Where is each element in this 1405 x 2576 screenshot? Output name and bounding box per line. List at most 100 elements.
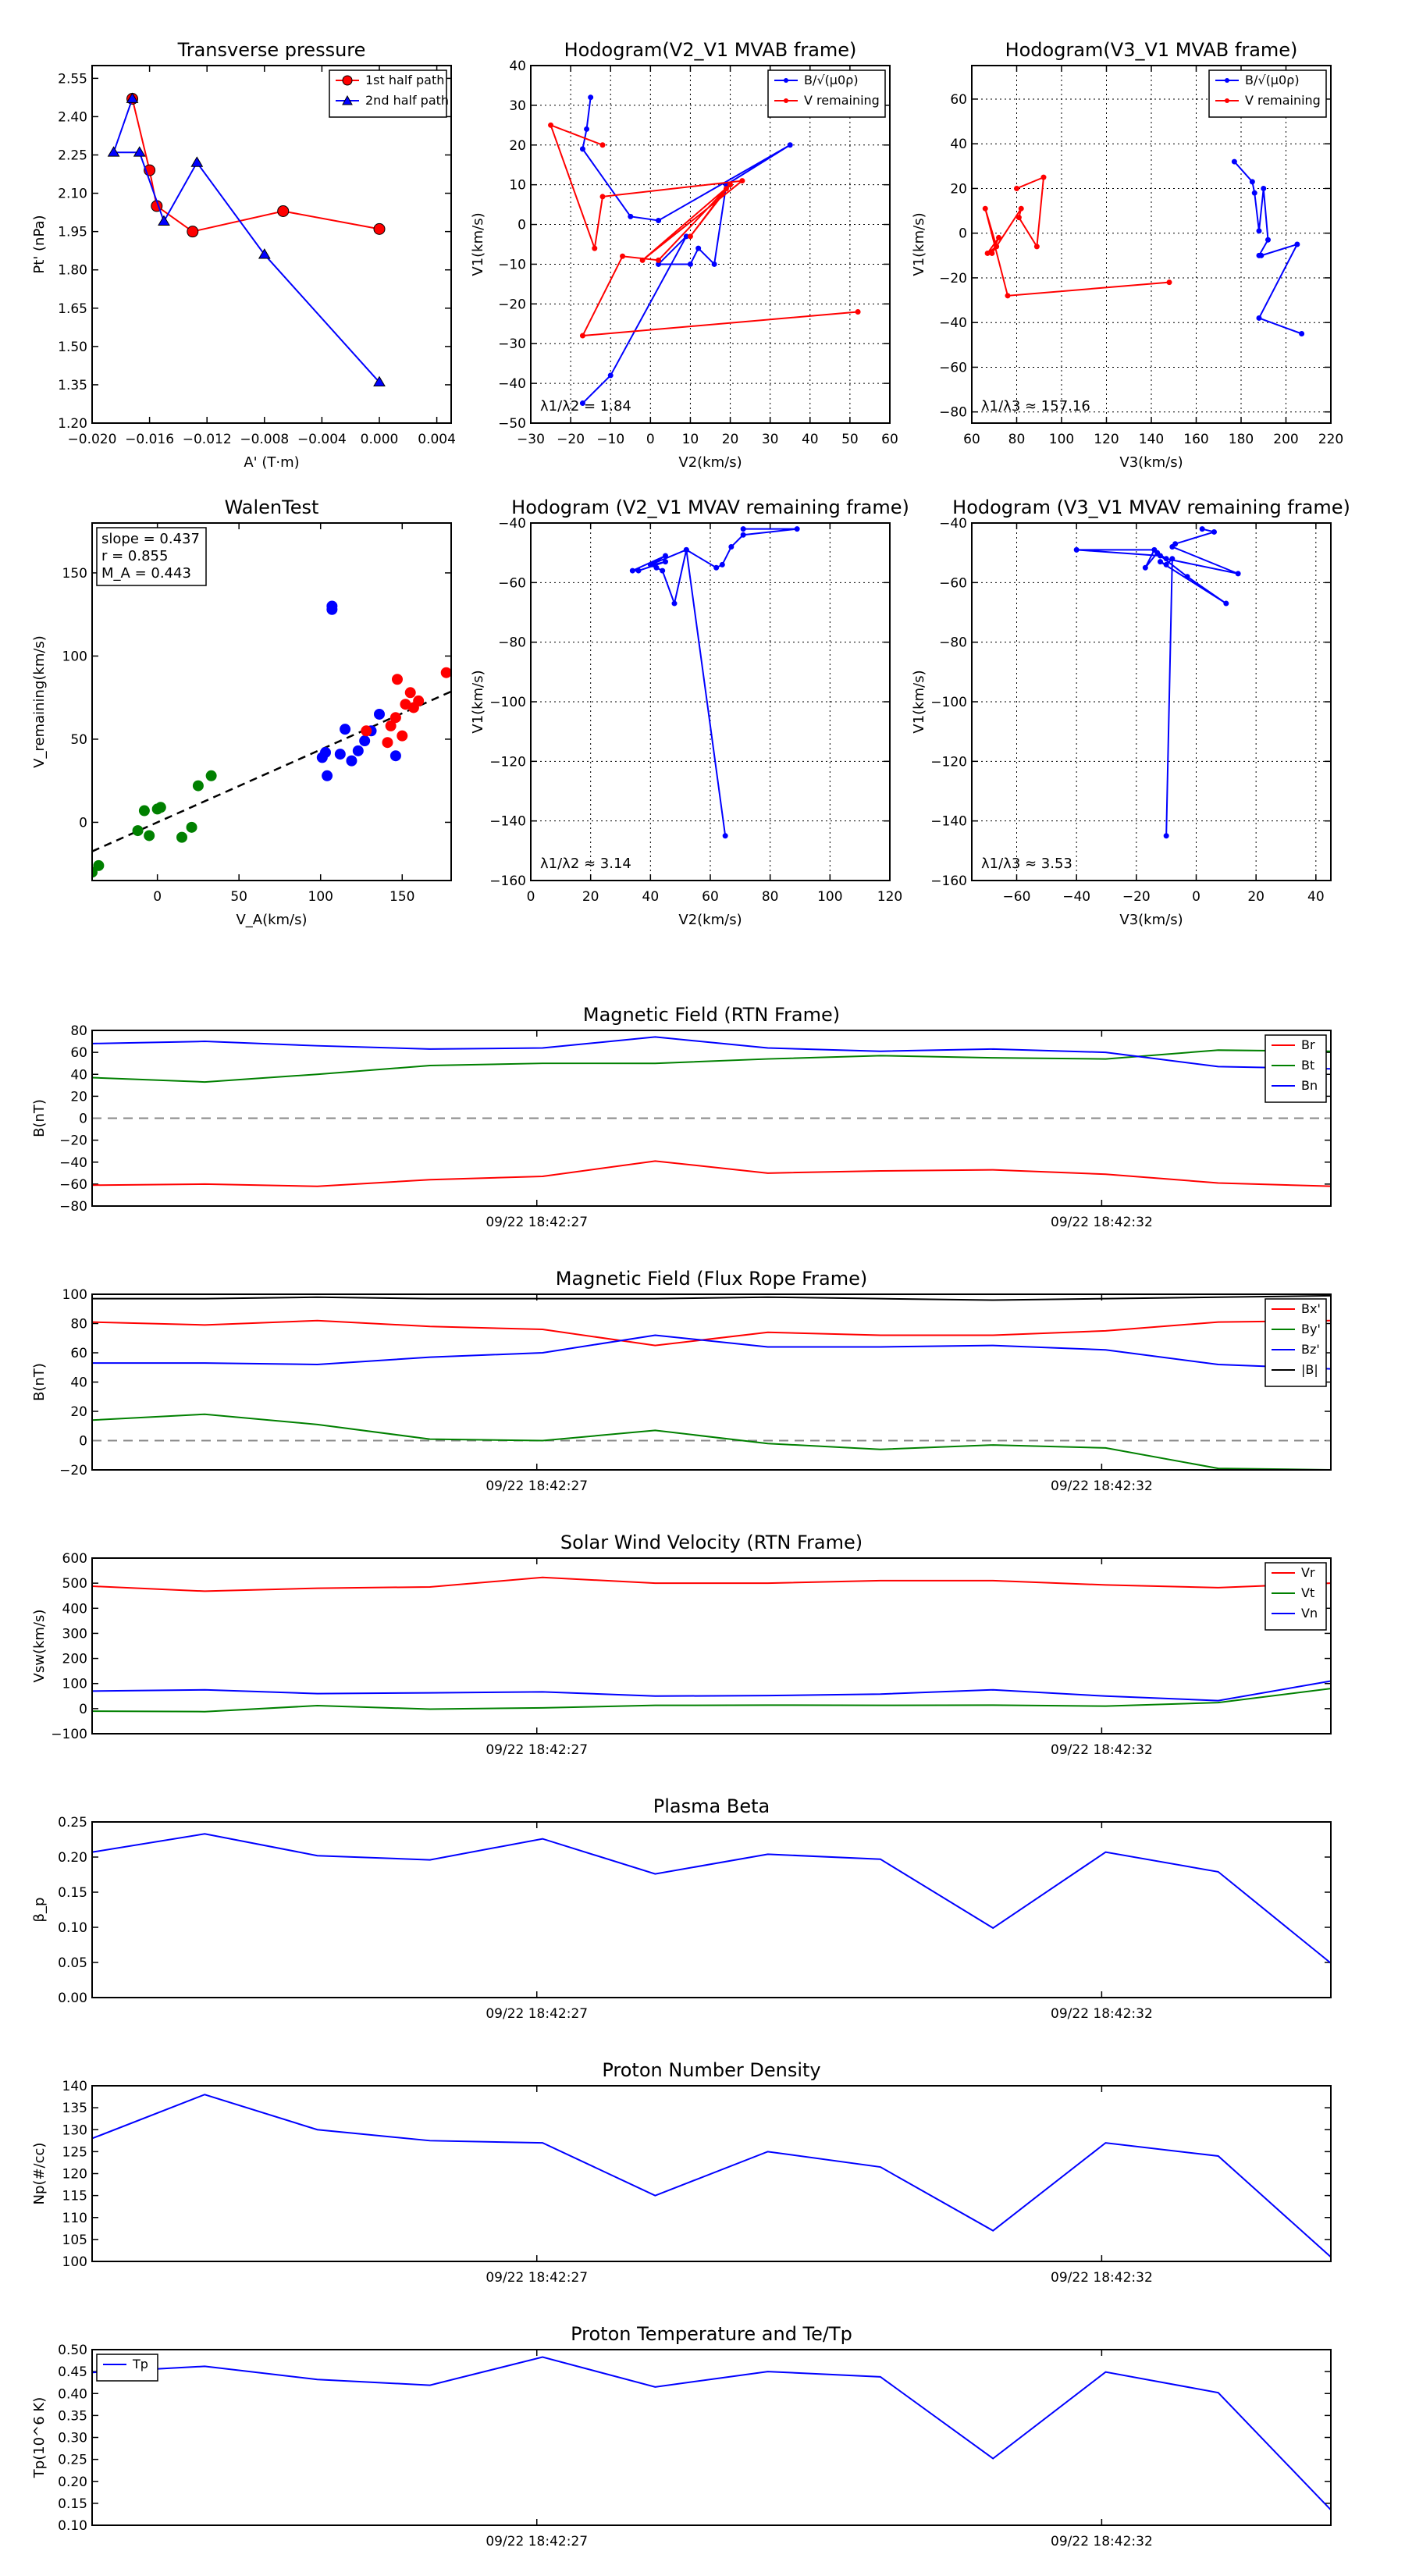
y-tick-label: −20 [59,1463,87,1478]
stats-line: r = 0.855 [101,548,168,564]
axes-frame [91,2085,1332,2262]
y-tick-label: 140 [62,2079,87,2094]
y-tick-label: 0.20 [58,1850,87,1866]
data-point [382,737,393,749]
data-point [138,805,150,817]
ratio-annotation: λ1/λ2 = 1.84 [540,398,631,415]
y-tick-label: 1.80 [58,263,87,279]
data-point [126,92,139,103]
series-line-br [92,1160,1331,1187]
y-tick-label: 20 [509,138,526,154]
x-tick-label: 0 [527,889,535,905]
plot-area [92,1833,1331,1964]
data-point [1169,544,1176,550]
chart-title: Proton Temperature and Te/Tp [571,2323,852,2345]
axes-frame [91,1293,1332,1471]
chart-title: Solar Wind Velocity (RTN Frame) [560,1532,863,1553]
data-point [190,156,204,167]
data-point [1299,331,1305,336]
y-tick-label: 100 [62,2254,87,2270]
x-tick-label: 09/22 18:42:32 [1051,1215,1153,1230]
x-tick-label: −20 [1122,889,1151,905]
y-tick-label: 80 [70,1023,87,1039]
y-tick-label: −80 [939,405,967,421]
x-tick-label: 40 [802,432,819,447]
data-point [1231,158,1237,165]
y-tick-label: −50 [498,416,526,432]
data-point [1005,293,1011,299]
x-tick-label: 100 [1049,432,1074,447]
data-point [607,372,614,379]
data-point [1040,174,1047,180]
y-tick-label: 0.40 [58,2386,87,2402]
y-tick-label: 50 [70,732,87,748]
y-axis-label: V1(km/s) [911,670,927,733]
data-point [440,667,451,678]
data-point [639,257,646,263]
legend-label: B/√(μ0ρ) [1245,73,1300,87]
x-tick-label: 09/22 18:42:32 [1051,2534,1153,2549]
y-tick-label: −100 [489,695,526,710]
data-point [1211,528,1217,535]
y-tick-label: 100 [62,1677,87,1692]
x-axis-label: V2(km/s) [678,912,742,928]
data-point [656,257,662,263]
y-tick-label: 1.95 [58,225,87,240]
plot-area [548,94,861,407]
chart-title: Hodogram(V3_V1 MVAB frame) [1005,39,1298,61]
y-axis-label: Tp(10^6 K) [31,2397,48,2478]
y-tick-label: 2.10 [58,187,87,202]
y-tick-label: 105 [62,2233,87,2248]
data-point [158,215,170,226]
y-tick-label: 0.15 [58,1885,87,1901]
x-tick-label: 50 [841,432,859,447]
data-point [320,746,331,758]
legend-label: 1st half path [365,73,444,87]
y-tick-label: −60 [939,360,967,375]
data-point [1016,215,1022,221]
legend-label: Bz' [1301,1342,1320,1357]
series-line-bn [92,1036,1331,1070]
y-tick-label: −20 [59,1133,87,1149]
data-point [397,730,408,742]
data-point [361,725,372,737]
series-line-bz [92,1334,1331,1370]
y-tick-label: 40 [509,59,526,74]
x-tick-label: 0.004 [418,432,456,447]
legend-marker [342,75,353,86]
data-point [176,831,187,843]
x-tick-label: −0.004 [297,432,347,447]
series-line-bt [92,1049,1331,1083]
data-point [663,559,668,565]
chart-bfield_fr: Magnetic Field (Flux Rope Frame) −20 0 20 40… [31,1268,1332,1494]
y-tick-label: 30 [509,98,526,114]
x-tick-label: 40 [1307,889,1325,905]
data-point [982,205,988,212]
legend-box [1264,1298,1327,1387]
x-tick-label: −20 [557,432,585,447]
series-line-b0 [1233,161,1302,335]
x-axis-label: V3(km/s) [1119,912,1183,928]
x-tick-label: −60 [1003,889,1031,905]
legend-label: |B| [1301,1362,1318,1377]
y-tick-label: 40 [70,1067,87,1083]
y-axis-label: B(nT) [31,1363,48,1401]
legend-box [96,2354,158,2382]
x-tick-label: 09/22 18:42:27 [486,1742,588,1758]
data-point [404,687,416,699]
data-point [588,94,594,101]
x-tick-label: 09/22 18:42:27 [486,2270,588,2286]
y-tick-label: 0.45 [58,2364,87,2380]
y-tick-label: 0.10 [58,2518,87,2534]
data-point [392,674,403,685]
data-point [334,749,346,760]
y-tick-label: −30 [498,336,526,352]
chart-title: Magnetic Field (Flux Rope Frame) [556,1268,867,1290]
data-point [385,720,397,731]
y-axis-label: B(nT) [31,1099,48,1137]
x-tick-label: −0.008 [240,432,289,447]
data-point [996,234,1001,240]
x-tick-label: 09/22 18:42:27 [486,1215,588,1230]
series-line-b [92,1294,1331,1301]
data-point [155,802,166,813]
